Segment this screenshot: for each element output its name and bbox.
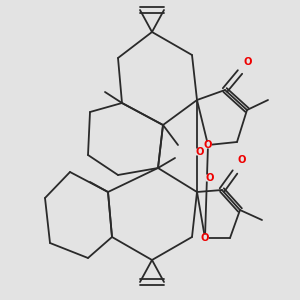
FancyBboxPatch shape	[206, 175, 214, 182]
Text: O: O	[206, 173, 214, 183]
Text: O: O	[201, 233, 209, 243]
FancyBboxPatch shape	[244, 58, 252, 65]
Text: O: O	[244, 57, 252, 67]
Text: O: O	[204, 140, 212, 150]
FancyBboxPatch shape	[196, 148, 204, 155]
Text: O: O	[196, 147, 204, 157]
FancyBboxPatch shape	[204, 142, 212, 148]
Text: O: O	[238, 155, 246, 165]
FancyBboxPatch shape	[238, 157, 246, 164]
FancyBboxPatch shape	[201, 235, 209, 242]
